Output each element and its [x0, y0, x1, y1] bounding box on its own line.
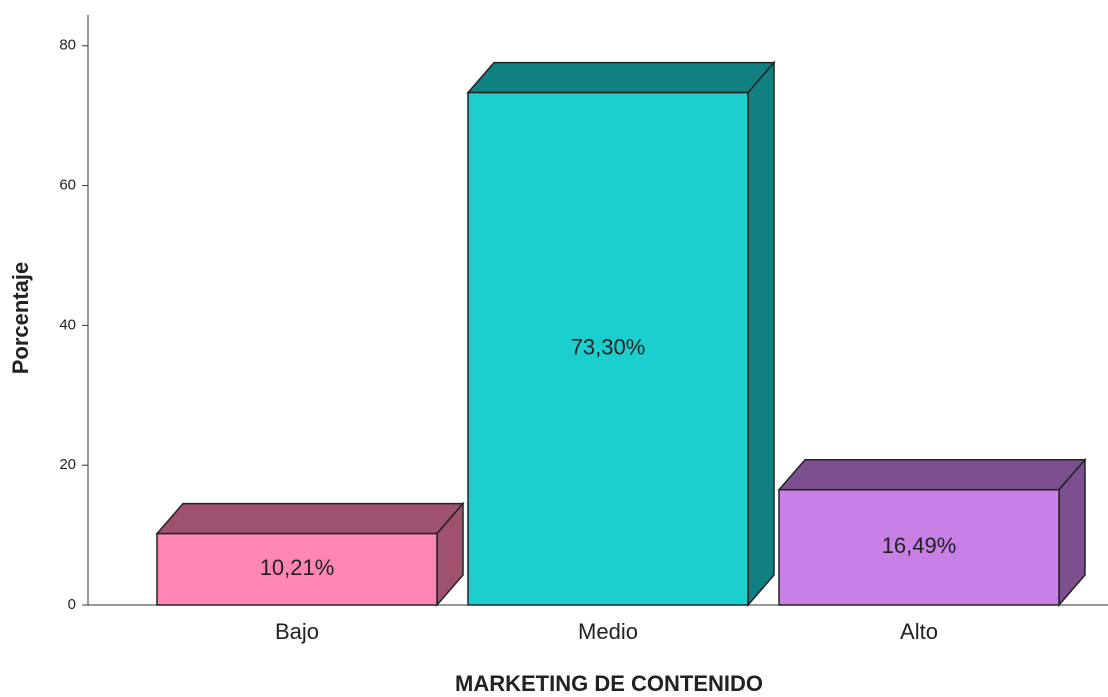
y-tick-label: 0 [68, 596, 76, 613]
value-label: 10,21% [260, 555, 335, 580]
x-tick-label: Medio [578, 619, 638, 644]
x-tick-label: Bajo [275, 619, 319, 644]
y-tick-label: 80 [59, 37, 76, 54]
y-axis-title: Porcentaje [8, 262, 33, 375]
x-tick-label: Alto [900, 619, 938, 644]
bar [778, 488, 1060, 606]
value-label: 73,30% [571, 335, 646, 360]
bar-top [155, 502, 465, 535]
y-tick-label: 60 [59, 177, 76, 194]
bar-top [466, 61, 776, 94]
y-tick-label: 20 [59, 456, 76, 473]
value-label: 16,49% [882, 533, 957, 558]
y-tick-label: 40 [59, 316, 76, 333]
bar [156, 532, 438, 606]
x-axis-title: MARKETING DE CONTENIDO [455, 671, 763, 696]
bar-side [747, 60, 775, 608]
bar [467, 91, 749, 606]
bar-top [777, 458, 1087, 491]
